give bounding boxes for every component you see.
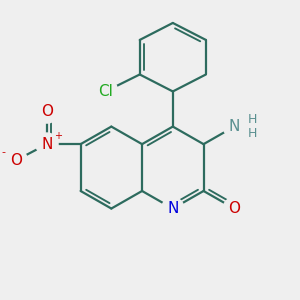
Circle shape bbox=[36, 101, 58, 123]
Text: H: H bbox=[248, 128, 257, 140]
Circle shape bbox=[36, 133, 58, 155]
Text: -: - bbox=[2, 147, 6, 157]
Text: N: N bbox=[167, 201, 178, 216]
Circle shape bbox=[5, 149, 27, 171]
Circle shape bbox=[226, 110, 259, 143]
Text: N: N bbox=[41, 136, 52, 152]
Text: O: O bbox=[10, 153, 22, 168]
Text: Cl: Cl bbox=[98, 84, 113, 99]
Circle shape bbox=[94, 80, 117, 103]
Text: N: N bbox=[229, 119, 240, 134]
Text: O: O bbox=[41, 104, 53, 119]
Text: +: + bbox=[54, 131, 62, 141]
Text: H: H bbox=[248, 113, 257, 126]
Text: O: O bbox=[228, 201, 240, 216]
Circle shape bbox=[223, 197, 245, 220]
Circle shape bbox=[162, 197, 184, 220]
Circle shape bbox=[223, 116, 245, 138]
Circle shape bbox=[93, 79, 118, 104]
